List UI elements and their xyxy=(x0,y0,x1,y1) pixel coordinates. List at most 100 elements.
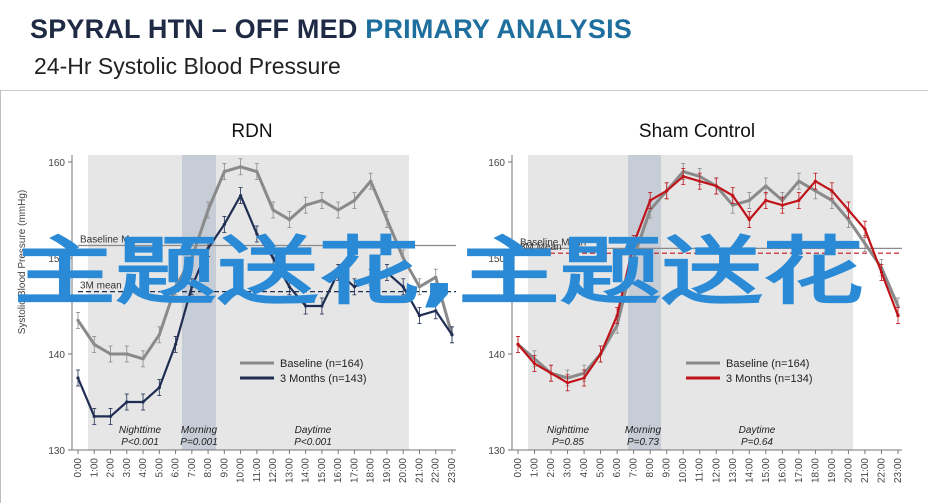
data-point xyxy=(896,304,900,308)
data-point xyxy=(681,174,685,178)
legend-label: 3 Months (n=134) xyxy=(726,373,813,385)
reference-label: 3M mean xyxy=(80,281,122,292)
data-point xyxy=(665,189,669,193)
data-point xyxy=(125,400,129,404)
x-tick-label: 23:00 xyxy=(447,458,458,483)
data-point xyxy=(304,304,308,308)
watermark-text: 主题送花,主题送花 xyxy=(14,229,864,315)
data-point xyxy=(565,381,570,385)
data-point xyxy=(879,270,884,274)
data-point xyxy=(320,198,324,202)
data-point xyxy=(287,218,291,222)
data-point xyxy=(797,198,801,202)
y-tick-label: 160 xyxy=(488,158,505,169)
data-point xyxy=(615,323,619,327)
x-tick-label: 13:00 xyxy=(284,458,295,483)
data-point xyxy=(385,270,389,274)
data-point xyxy=(516,342,520,346)
data-point xyxy=(190,285,194,289)
data-point xyxy=(336,270,340,274)
x-tick-label: 11:00 xyxy=(695,458,706,483)
data-point xyxy=(271,208,275,212)
reference-label: Baseline Mean xyxy=(80,235,146,246)
data-point xyxy=(417,314,422,318)
data-point xyxy=(549,371,553,375)
data-point xyxy=(450,333,454,337)
data-point xyxy=(157,386,161,390)
x-tick-label: 15:00 xyxy=(761,458,772,483)
data-point xyxy=(632,242,636,246)
y-tick-label: 130 xyxy=(48,446,65,457)
panel-title: Sham Control xyxy=(639,121,755,142)
x-tick-label: 8:00 xyxy=(645,458,656,478)
x-tick-label: 22:00 xyxy=(431,458,442,483)
data-point xyxy=(173,342,178,346)
panel-sham: 130 140 150 160 0:00 1:00 2:00 3:00 4:00 5:00 6:00… xyxy=(488,121,904,483)
x-tick-label: 1:00 xyxy=(530,458,541,478)
data-point xyxy=(863,242,867,246)
data-point xyxy=(731,203,735,207)
x-tick-label: 16:00 xyxy=(777,458,788,483)
band-label: Nighttime xyxy=(119,425,162,436)
band-label: Daytime xyxy=(295,425,332,436)
data-point xyxy=(764,184,768,188)
data-point xyxy=(222,222,226,226)
x-tick-label: 7:00 xyxy=(629,458,640,478)
x-tick-label: 21:00 xyxy=(414,458,425,483)
x-tick-label: 4:00 xyxy=(138,458,149,478)
reference-label: 3M Mean xyxy=(520,242,562,253)
panel-title: RDN xyxy=(231,121,272,142)
data-point xyxy=(222,170,226,174)
x-tick-label: 10:00 xyxy=(236,458,247,483)
data-point xyxy=(615,314,619,318)
legend-label: Baseline (n=164) xyxy=(726,358,809,370)
x-tick-label: 8:00 xyxy=(203,458,214,478)
data-point xyxy=(157,333,161,337)
x-tick-label: 17:00 xyxy=(349,458,360,483)
data-point xyxy=(764,198,768,202)
band-p-value: P<0.001 xyxy=(294,437,332,448)
data-point xyxy=(863,227,867,231)
x-tick-label: 6:00 xyxy=(612,458,623,478)
data-point xyxy=(714,184,718,188)
y-tick-label: 150 xyxy=(48,254,65,265)
data-point xyxy=(352,285,357,289)
x-tick-label: 18:00 xyxy=(810,458,821,483)
band-p-value: P=0.64 xyxy=(741,437,773,448)
legend-label: Baseline (n=164) xyxy=(280,358,363,370)
band-p-value: P=0.73 xyxy=(627,437,659,448)
band-daytime xyxy=(661,155,853,450)
series-line xyxy=(517,170,900,380)
x-tick-label: 5:00 xyxy=(154,458,165,478)
data-point xyxy=(206,246,210,250)
data-point xyxy=(830,198,834,202)
x-tick-label: 23:00 xyxy=(893,458,904,483)
x-tick-label: 19:00 xyxy=(382,458,393,483)
x-tick-label: 3:00 xyxy=(563,458,574,478)
y-tick-label: 150 xyxy=(488,254,505,265)
data-point xyxy=(239,165,243,169)
data-point xyxy=(173,285,178,289)
data-point xyxy=(599,352,603,356)
data-point xyxy=(401,285,405,289)
title-accent: PRIMARY ANALYSIS xyxy=(365,14,632,44)
reference-label: Baseline Mean xyxy=(520,237,586,248)
legend-label: 3 Months (n=143) xyxy=(280,373,367,385)
slide-subtitle: 24-Hr Systolic Blood Pressure xyxy=(34,53,341,79)
x-tick-label: 7:00 xyxy=(187,458,198,478)
band-label: Nighttime xyxy=(547,425,590,436)
x-tick-label: 19:00 xyxy=(827,458,838,483)
x-tick-label: 9:00 xyxy=(662,458,673,478)
x-tick-label: 5:00 xyxy=(596,458,607,478)
x-tick-label: 12:00 xyxy=(711,458,722,483)
data-point xyxy=(206,208,210,212)
x-tick-label: 14:00 xyxy=(744,458,755,483)
slide-title: SPYRAL HTN – OFF MED PRIMARY ANALYSIS xyxy=(30,14,632,45)
data-point xyxy=(92,414,96,418)
data-point xyxy=(434,275,438,279)
x-tick-label: 9:00 xyxy=(219,458,230,478)
chart-frame xyxy=(0,90,928,503)
data-point xyxy=(417,285,422,289)
data-point xyxy=(369,275,373,279)
series-line xyxy=(76,165,454,361)
